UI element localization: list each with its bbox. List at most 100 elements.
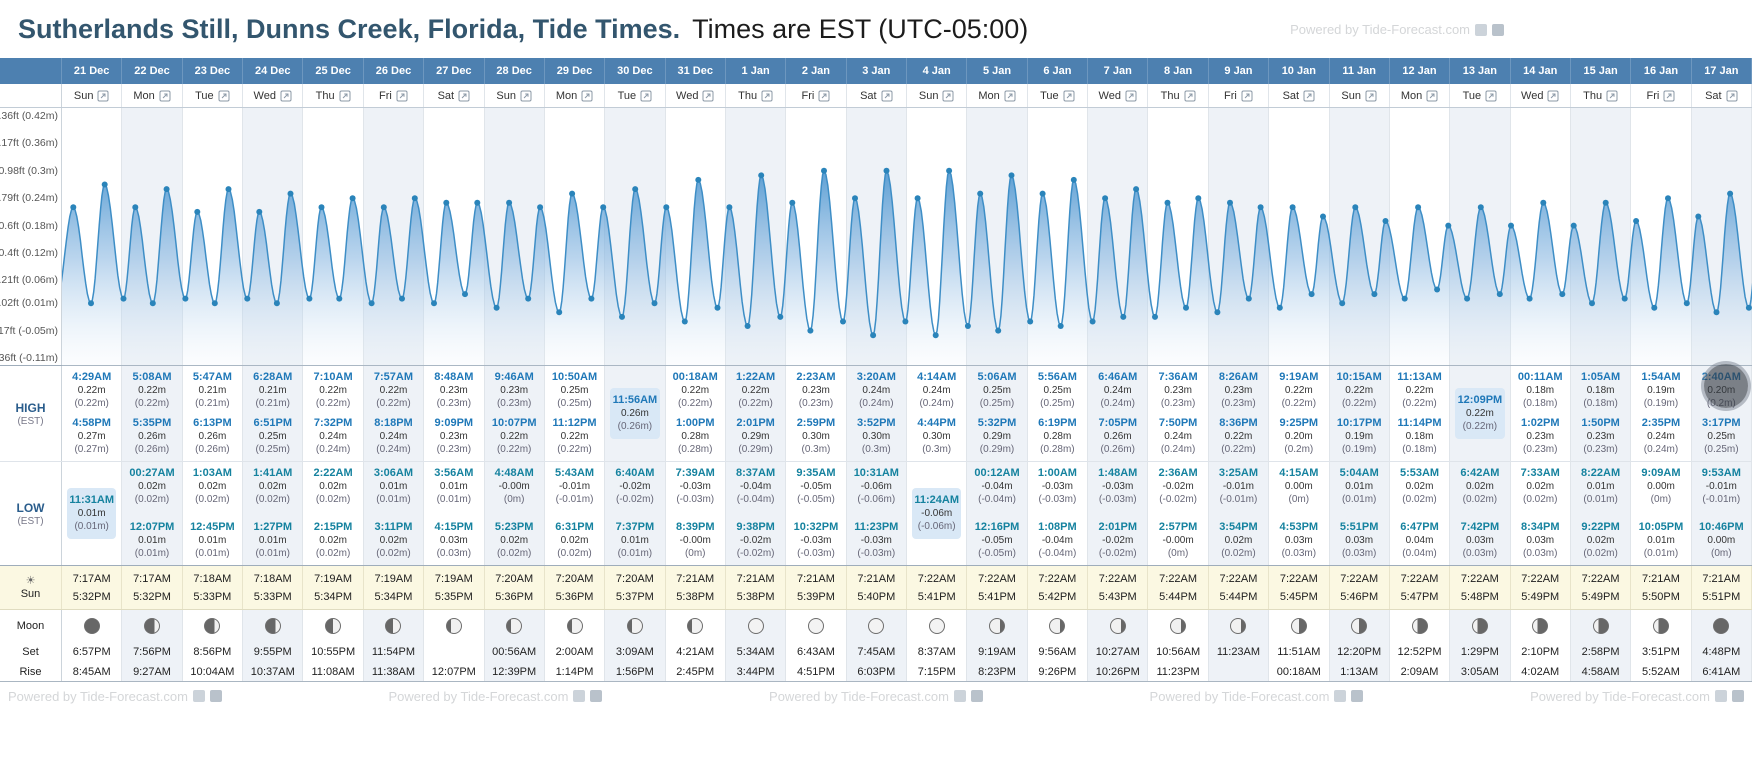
tide-height-datum: (0.23m) [1583, 444, 1618, 455]
expand-day-icon[interactable] [1365, 90, 1377, 102]
expand-day-icon[interactable] [942, 90, 954, 102]
tide-time: 3:17PM [1702, 417, 1741, 429]
high-tide-cell: 9:19AM 0.22m (0.22m) 9:25PM 0.20m (0.2m) [1269, 366, 1330, 461]
low-tide-event: 5:04AM 0.01m (0.01m) [1331, 467, 1388, 506]
high-tide-cell: 10:50AM 0.25m (0.25m) 11:12PM 0.22m (0.22m) [545, 366, 606, 461]
expand-day-icon[interactable] [280, 90, 292, 102]
low-tide-event: 12:16PM -0.05m (-0.05m) [968, 521, 1025, 560]
high-tide-cell: 12:09PM 0.22m (0.22m) [1450, 366, 1511, 461]
low-tide-cell: 7:33AM 0.02m (0.02m) 8:34PM 0.03m (0.03m) [1511, 462, 1571, 565]
expand-day-icon[interactable] [159, 90, 171, 102]
moonrise-time-cell: 12:39PM [484, 662, 545, 681]
moon-phase-cell [303, 610, 364, 642]
chart-day-column [1691, 108, 1752, 365]
tide-height-datum: (0.18m) [1583, 398, 1618, 409]
weekday-cell: Mon [122, 84, 183, 107]
expand-day-icon[interactable] [818, 90, 830, 102]
expand-day-icon[interactable] [218, 90, 230, 102]
moonset-time-cell: 9:19AM [967, 642, 1028, 662]
tide-time: 1:27PM [253, 521, 292, 533]
tide-height-datum: (0.24m) [1643, 444, 1679, 455]
expand-day-icon[interactable] [1063, 90, 1075, 102]
sun-times-cell: 7:22AM 5:45PM [1269, 566, 1330, 609]
moon-phase-cell [62, 610, 123, 642]
expand-day-icon[interactable] [1125, 90, 1137, 102]
tide-height: 0.01m [138, 535, 166, 546]
expand-day-icon[interactable] [1726, 90, 1738, 102]
date-cell: 26 Dec [363, 58, 425, 84]
expand-day-icon[interactable] [1004, 90, 1016, 102]
tide-time: 4:58PM [72, 417, 111, 429]
expand-day-icon[interactable] [761, 90, 773, 102]
low-tide-cell: 7:39AM -0.03m (-0.03m) 8:39PM -0.00m (0m) [666, 462, 726, 565]
moon-phase-cell [786, 610, 847, 642]
expand-day-icon[interactable] [1303, 90, 1315, 102]
tide-height: 0.21m [258, 385, 287, 396]
rise-label-cell: Rise [0, 662, 62, 681]
weekday-cell: Thu [1148, 84, 1209, 107]
moonrise-time-cell: 10:04AM [183, 662, 244, 681]
moonrise-time-cell: 10:26PM [1088, 662, 1149, 681]
moonrise-time-cell: 11:08AM [303, 662, 364, 681]
sunset-time: 5:37PM [615, 590, 654, 603]
weekday-label: Wed [253, 89, 276, 102]
tide-height-datum: (0.28m) [678, 444, 713, 455]
low-tide-cell: 2:22AM 0.02m (0.02m) 2:15PM 0.02m (0.02m) [303, 462, 364, 565]
high-tide-event: 3:52PM 0.30m (0.3m) [848, 417, 905, 456]
chart-day-column [1390, 108, 1451, 365]
tide-height: 0.02m [198, 481, 227, 492]
expand-day-icon[interactable] [1485, 90, 1497, 102]
date-cell: 25 Dec [303, 58, 364, 84]
expand-day-icon[interactable] [702, 90, 714, 102]
low-tide-event: 1:08PM -0.04m (-0.04m) [1029, 521, 1086, 560]
tide-time: 1:00AM [1037, 467, 1077, 479]
expand-day-icon[interactable] [1426, 90, 1438, 102]
expand-day-icon[interactable] [581, 90, 593, 102]
tide-height: 0.26m [620, 408, 649, 419]
low-tide-event: 1:41AM 0.02m (0.02m) [244, 467, 301, 506]
expand-day-icon[interactable] [1663, 90, 1675, 102]
date-cell: 8 Jan [1148, 58, 1209, 84]
expand-day-icon[interactable] [1184, 90, 1196, 102]
expand-day-icon[interactable] [1241, 90, 1253, 102]
sun-times-cell: 7:21AM 5:51PM [1691, 566, 1752, 609]
expand-day-icon[interactable] [1606, 90, 1618, 102]
tide-time: 3:25AM [1218, 467, 1259, 479]
expand-day-icon[interactable] [640, 90, 652, 102]
tide-height-datum: (0.24m) [376, 444, 411, 455]
low-tide-event: 10:32PM -0.03m (-0.03m) [787, 521, 844, 560]
moonrise-time-cell: 9:27AM [122, 662, 183, 681]
moon-phase-cell [1570, 610, 1632, 642]
expand-day-icon[interactable] [339, 90, 351, 102]
date-cell: 28 Dec [484, 58, 545, 84]
tide-time: 7:33AM [1520, 467, 1560, 479]
high-tide-event: 5:35PM 0.26m (0.26m) [123, 417, 180, 456]
tide-height-datum: (0.26m) [134, 444, 170, 455]
sun-times-cell: 7:22AM 5:47PM [1389, 566, 1451, 609]
expand-day-icon[interactable] [396, 90, 408, 102]
tide-height-datum: (-0.04m) [978, 494, 1016, 505]
expand-day-icon[interactable] [1547, 90, 1559, 102]
scroll-right-indicator[interactable] [1704, 364, 1748, 408]
low-tide-cell: 6:40AM -0.02m (-0.02m) 7:37PM 0.01m (0.01m) [605, 462, 666, 565]
expand-day-icon[interactable] [97, 90, 109, 102]
tide-height: 0.03m [1345, 535, 1374, 546]
high-tide-event: 8:26AM 0.23m (0.23m) [1210, 371, 1267, 410]
sunrise-time: 7:22AM [1400, 572, 1439, 585]
low-tide-event: 2:36AM -0.02m (-0.02m) [1149, 467, 1206, 506]
expand-day-icon[interactable] [520, 90, 532, 102]
moonset-time-cell: 3:09AM [605, 642, 666, 662]
expand-day-icon[interactable] [458, 90, 470, 102]
date-cell: 13 Jan [1450, 58, 1511, 84]
tide-height-datum: (0.19m) [1643, 398, 1679, 409]
tide-time: 00:27AM [129, 467, 175, 479]
high-tide-event: 11:12PM 0.22m (0.22m) [546, 417, 603, 456]
tide-height: 0.22m [319, 385, 347, 396]
tide-time: 3:20AM [856, 371, 896, 383]
sunrise-time: 7:18AM [193, 572, 232, 585]
expand-day-icon[interactable] [881, 90, 893, 102]
tide-height-datum: (0.25m) [255, 444, 290, 455]
moon-phase-icon [1652, 618, 1669, 634]
tide-height-datum: (0.26m) [195, 444, 230, 455]
chart-day-column [1269, 108, 1330, 365]
